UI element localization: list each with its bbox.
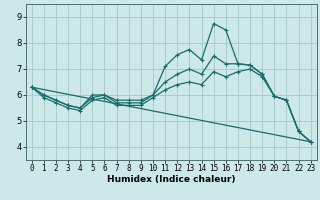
X-axis label: Humidex (Indice chaleur): Humidex (Indice chaleur) bbox=[107, 175, 236, 184]
